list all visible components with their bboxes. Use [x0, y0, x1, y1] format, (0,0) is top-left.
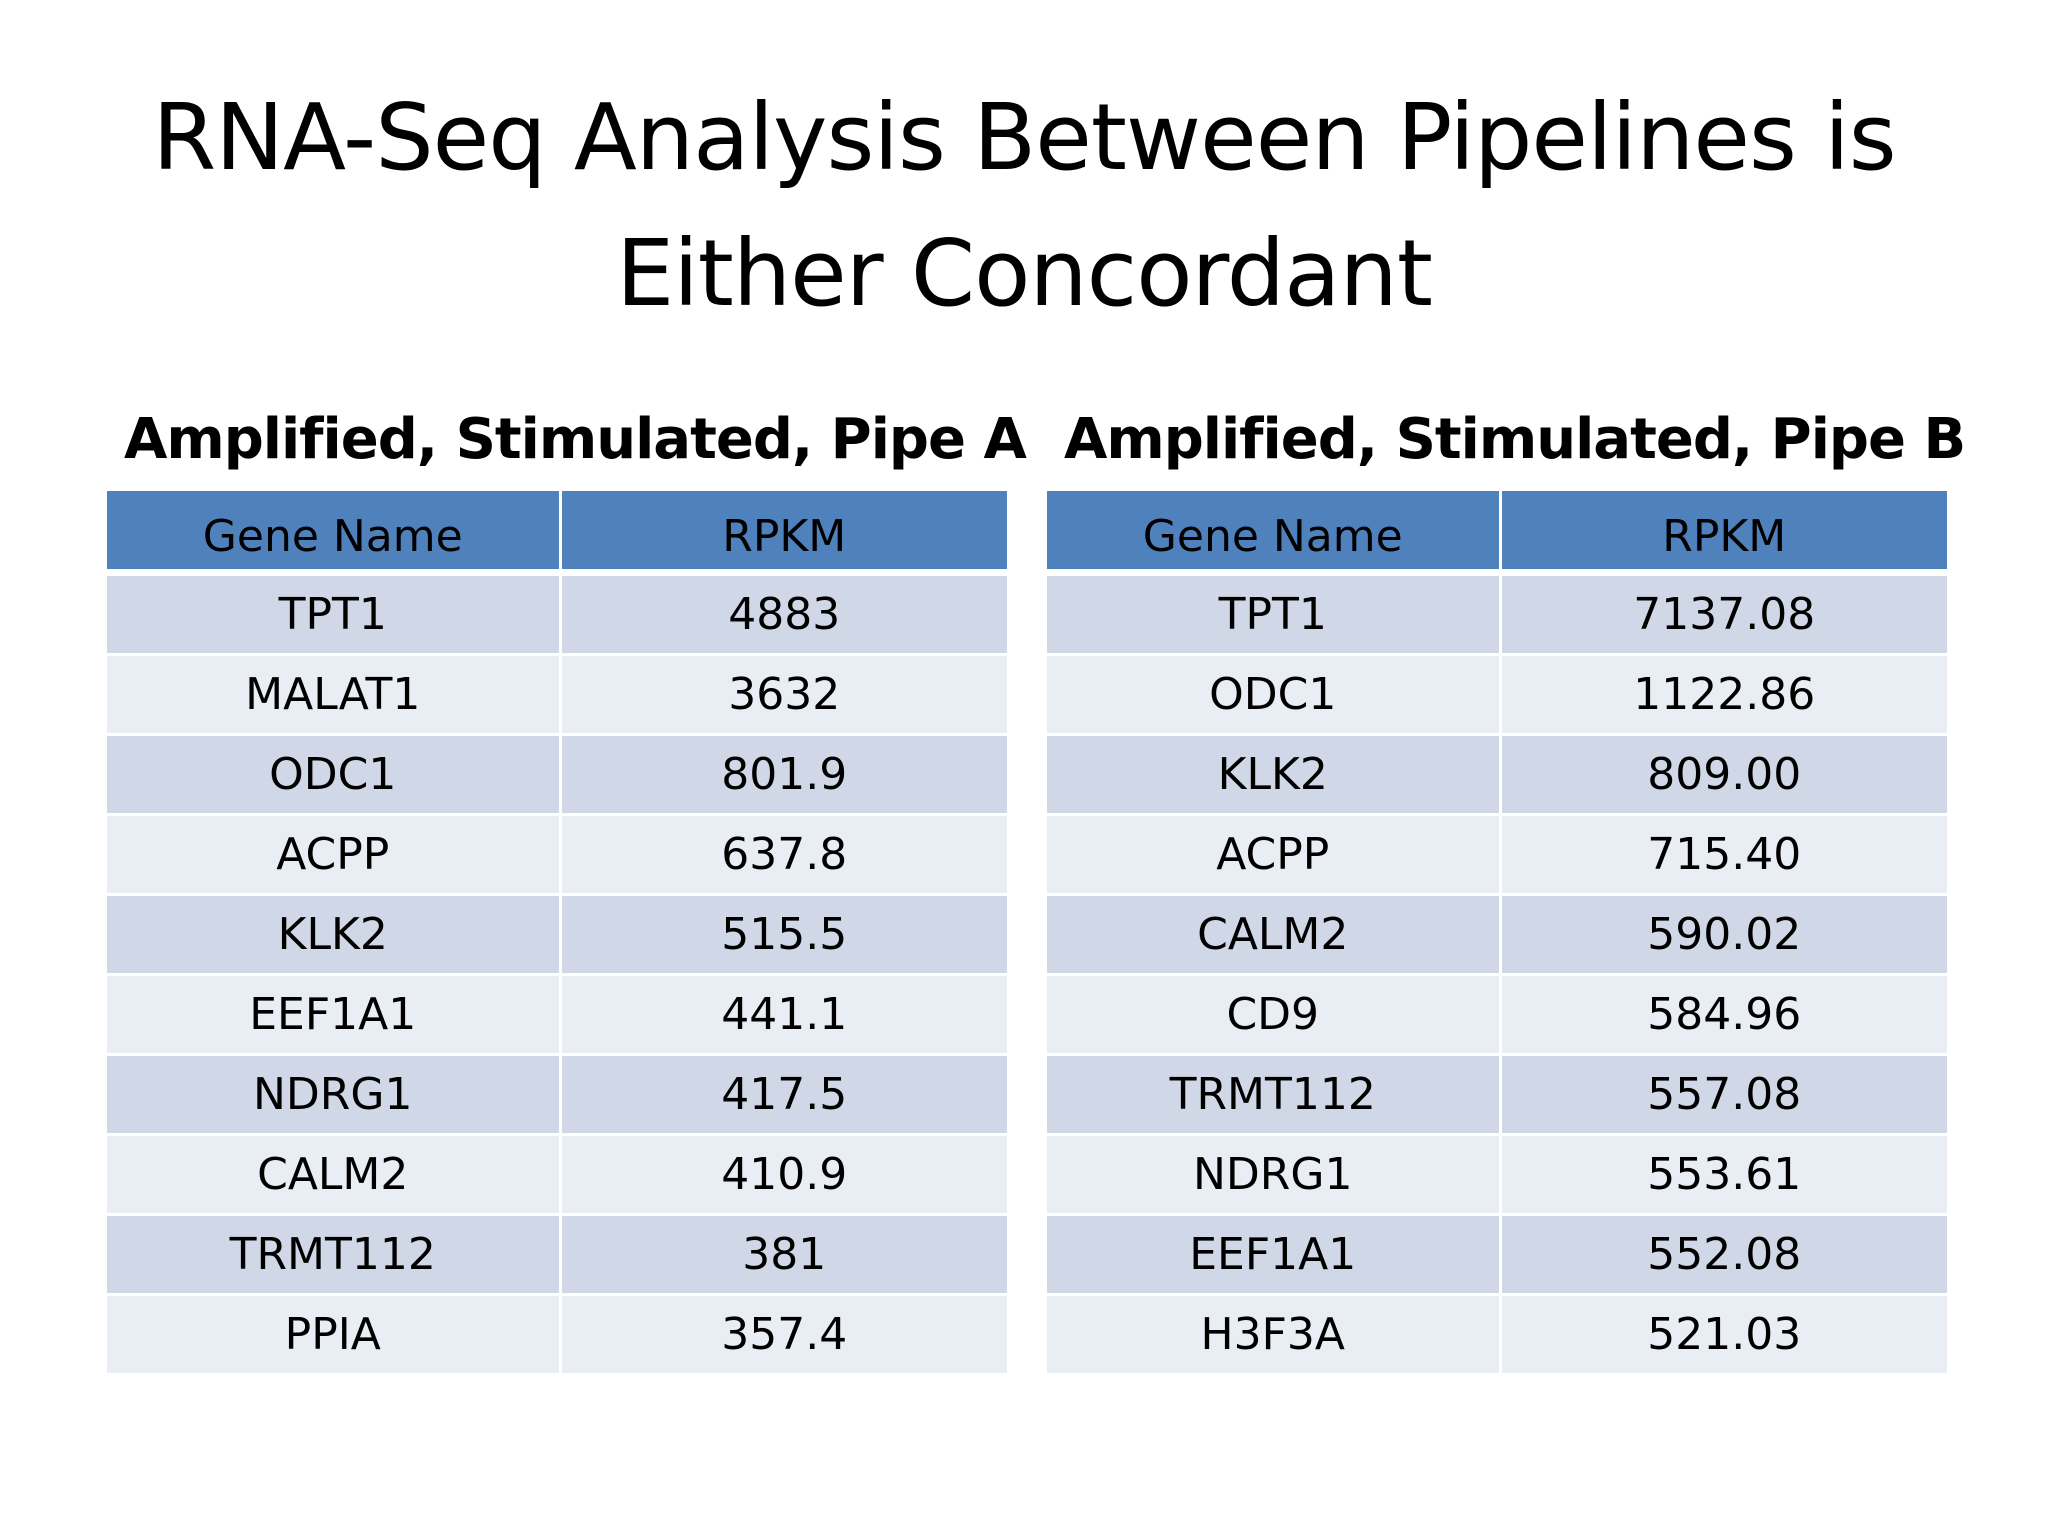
table-row: TPT1 4883: [104, 571, 1010, 656]
rpkm-cell: 381: [558, 1213, 1010, 1296]
gene-name-cell: CALM2: [1044, 893, 1502, 976]
slide-title: RNA-Seq Analysis Between Pipelines is Ei…: [0, 70, 2048, 342]
gene-name-cell: EEF1A1: [104, 973, 562, 1056]
table-row: TPT1 7137.08: [1044, 571, 1950, 656]
table-row: ACPP 715.40: [1044, 813, 1950, 896]
slide-title-line-1: RNA-Seq Analysis Between Pipelines is: [152, 84, 1896, 191]
table-row: ODC1 801.9: [104, 733, 1010, 816]
table-row: NDRG1 553.61: [1044, 1133, 1950, 1216]
rpkm-cell: 584.96: [1498, 973, 1950, 1056]
gene-name-cell: NDRG1: [1044, 1133, 1502, 1216]
column-header-rpkm: RPKM: [558, 488, 1010, 576]
table-row: KLK2 809.00: [1044, 733, 1950, 816]
gene-name-cell: ODC1: [104, 733, 562, 816]
rpkm-cell: 637.8: [558, 813, 1010, 896]
gene-name-cell: ACPP: [1044, 813, 1502, 896]
rpkm-cell: 357.4: [558, 1293, 1010, 1376]
rpkm-cell: 441.1: [558, 973, 1010, 1056]
rpkm-cell: 553.61: [1498, 1133, 1950, 1216]
table-row: CD9 584.96: [1044, 973, 1950, 1056]
gene-name-cell: TPT1: [1044, 571, 1502, 656]
rpkm-cell: 552.08: [1498, 1213, 1950, 1296]
column-header-rpkm: RPKM: [1498, 488, 1950, 576]
rpkm-cell: 4883: [558, 571, 1010, 656]
gene-name-cell: KLK2: [104, 893, 562, 976]
table-row: CALM2 410.9: [104, 1133, 1010, 1216]
rpkm-cell: 3632: [558, 653, 1010, 736]
rpkm-cell: 590.02: [1498, 893, 1950, 976]
column-header-gene-name: Gene Name: [1044, 488, 1502, 576]
gene-name-cell: EEF1A1: [1044, 1213, 1502, 1296]
gene-name-cell: TRMT112: [1044, 1053, 1502, 1136]
gene-name-cell: MALAT1: [104, 653, 562, 736]
rpkm-cell: 809.00: [1498, 733, 1950, 816]
table-row: MALAT1 3632: [104, 653, 1010, 736]
rpkm-cell: 410.9: [558, 1133, 1010, 1216]
pipe-a-heading: Amplified, Stimulated, Pipe A: [124, 407, 1027, 472]
rpkm-cell: 7137.08: [1498, 571, 1950, 656]
gene-name-cell: CALM2: [104, 1133, 562, 1216]
pipe-b-table: Gene Name RPKM TPT1 7137.08 ODC1 1122.86 K…: [1044, 488, 1950, 1376]
gene-name-cell: ODC1: [1044, 653, 1502, 736]
table-row: ACPP 637.8: [104, 813, 1010, 896]
table-row: KLK2 515.5: [104, 893, 1010, 976]
column-header-gene-name: Gene Name: [104, 488, 562, 576]
table-header-row: Gene Name RPKM: [104, 488, 1010, 576]
gene-name-cell: TPT1: [104, 571, 562, 656]
pipe-a-table: Gene Name RPKM TPT1 4883 MALAT1 3632 ODC1 8…: [104, 488, 1010, 1376]
table-row: EEF1A1 441.1: [104, 973, 1010, 1056]
rpkm-cell: 1122.86: [1498, 653, 1950, 736]
table-row: H3F3A 521.03: [1044, 1293, 1950, 1376]
rpkm-cell: 515.5: [558, 893, 1010, 976]
gene-name-cell: ACPP: [104, 813, 562, 896]
gene-name-cell: NDRG1: [104, 1053, 562, 1136]
table-row: TRMT112 381: [104, 1213, 1010, 1296]
gene-name-cell: KLK2: [1044, 733, 1502, 816]
gene-name-cell: PPIA: [104, 1293, 562, 1376]
gene-name-cell: CD9: [1044, 973, 1502, 1056]
rpkm-cell: 557.08: [1498, 1053, 1950, 1136]
table-row: EEF1A1 552.08: [1044, 1213, 1950, 1296]
table-row: ODC1 1122.86: [1044, 653, 1950, 736]
gene-name-cell: TRMT112: [104, 1213, 562, 1296]
table-row: PPIA 357.4: [104, 1293, 1010, 1376]
rpkm-cell: 521.03: [1498, 1293, 1950, 1376]
rpkm-cell: 715.40: [1498, 813, 1950, 896]
rpkm-cell: 801.9: [558, 733, 1010, 816]
gene-name-cell: H3F3A: [1044, 1293, 1502, 1376]
slide-title-line-2: Either Concordant: [616, 220, 1433, 327]
table-header-row: Gene Name RPKM: [1044, 488, 1950, 576]
pipe-b-heading: Amplified, Stimulated, Pipe B: [1064, 407, 1966, 472]
table-row: TRMT112 557.08: [1044, 1053, 1950, 1136]
table-row: NDRG1 417.5: [104, 1053, 1010, 1136]
rpkm-cell: 417.5: [558, 1053, 1010, 1136]
table-row: CALM2 590.02: [1044, 893, 1950, 976]
